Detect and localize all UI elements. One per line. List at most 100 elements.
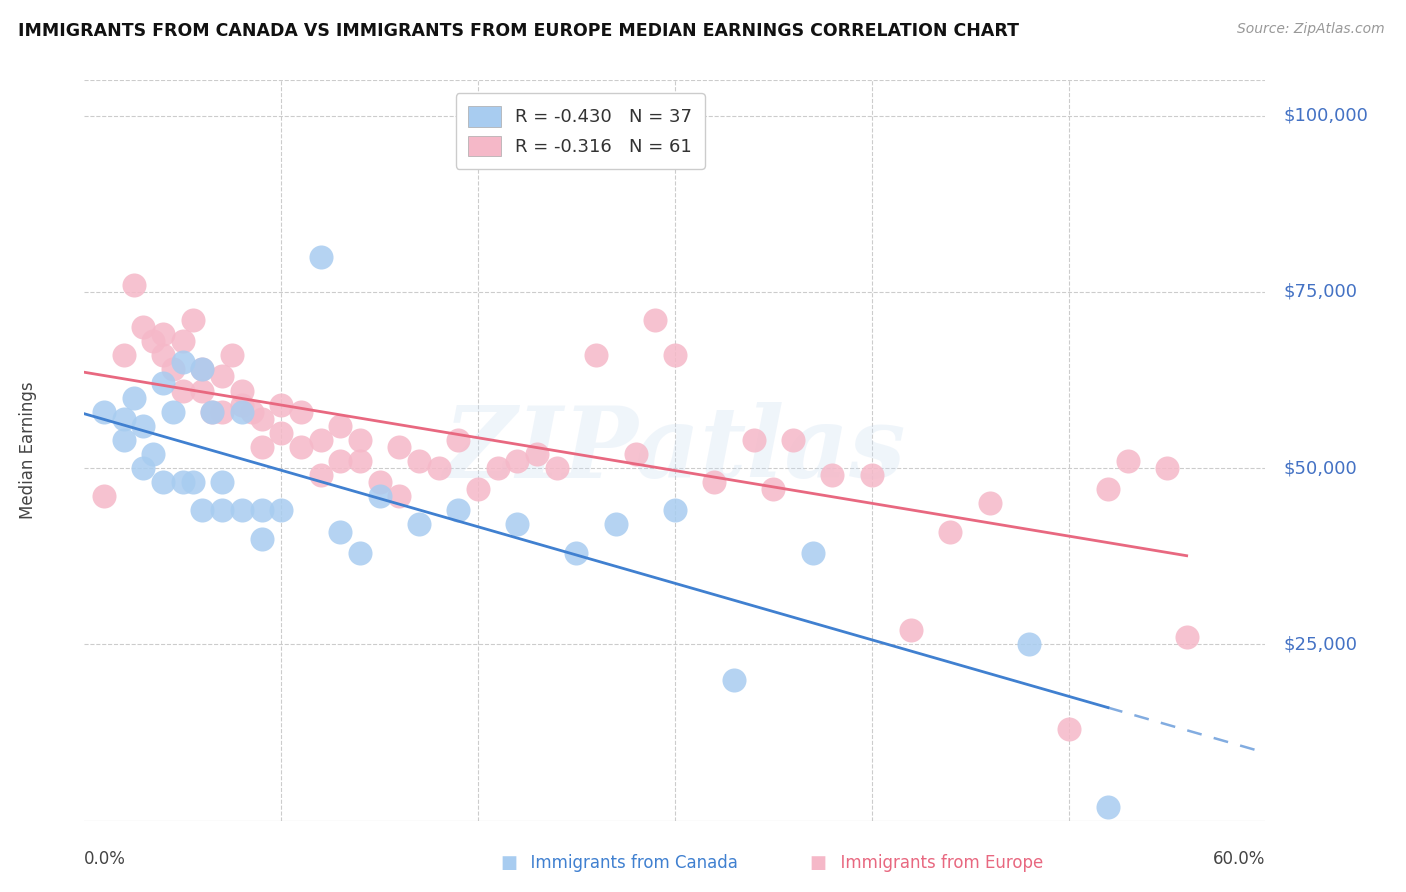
Point: [172, 334, 194, 348]
Point: [93, 489, 115, 503]
Point: [191, 503, 214, 517]
Text: 0.0%: 0.0%: [84, 850, 127, 868]
Point: [181, 475, 204, 490]
Text: $100,000: $100,000: [1284, 106, 1368, 125]
Point: [250, 440, 273, 454]
Point: [506, 454, 529, 468]
Text: 60.0%: 60.0%: [1213, 850, 1265, 868]
Point: [486, 461, 509, 475]
Point: [664, 503, 686, 517]
Point: [250, 532, 273, 546]
Point: [250, 503, 273, 517]
Point: [408, 517, 430, 532]
Point: [546, 461, 568, 475]
Point: [290, 440, 312, 454]
Point: [191, 362, 214, 376]
Point: [388, 489, 411, 503]
Text: Median Earnings: Median Earnings: [18, 382, 37, 519]
Point: [349, 433, 371, 447]
Point: [191, 362, 214, 376]
Point: [211, 405, 233, 419]
Point: [132, 320, 155, 334]
Point: [142, 447, 165, 461]
Text: $50,000: $50,000: [1284, 459, 1357, 477]
Point: [821, 468, 844, 483]
Point: [644, 313, 666, 327]
Point: [1018, 637, 1040, 651]
Point: [388, 440, 411, 454]
Point: [132, 461, 155, 475]
Point: [231, 398, 253, 412]
Point: [349, 454, 371, 468]
Point: [1175, 630, 1198, 644]
Text: Source: ZipAtlas.com: Source: ZipAtlas.com: [1237, 22, 1385, 37]
Point: [211, 475, 233, 490]
Point: [152, 376, 174, 391]
Point: [231, 405, 253, 419]
Point: [309, 433, 332, 447]
Point: [742, 433, 765, 447]
Point: [939, 524, 962, 539]
Point: [605, 517, 627, 532]
Point: [368, 475, 391, 490]
Point: [221, 348, 243, 362]
Point: [112, 411, 135, 425]
Point: [368, 489, 391, 503]
Point: [152, 475, 174, 490]
Point: [181, 313, 204, 327]
Point: [142, 334, 165, 348]
Point: [309, 250, 332, 264]
Point: [162, 405, 184, 419]
Point: [270, 398, 292, 412]
Point: [349, 546, 371, 560]
Point: [447, 503, 470, 517]
Point: [122, 277, 145, 292]
Point: [191, 384, 214, 398]
Point: [329, 524, 352, 539]
Point: [211, 503, 233, 517]
Point: [240, 405, 263, 419]
Point: [231, 503, 253, 517]
Point: [270, 503, 292, 517]
Point: [526, 447, 548, 461]
Point: [152, 348, 174, 362]
Point: [270, 425, 292, 440]
Text: ■: ■: [501, 855, 517, 872]
Text: IMMIGRANTS FROM CANADA VS IMMIGRANTS FROM EUROPE MEDIAN EARNINGS CORRELATION CHA: IMMIGRANTS FROM CANADA VS IMMIGRANTS FRO…: [18, 22, 1019, 40]
Point: [152, 327, 174, 342]
Point: [703, 475, 725, 490]
Point: [801, 546, 824, 560]
Point: [1057, 722, 1080, 736]
Point: [172, 384, 194, 398]
Point: [565, 546, 588, 560]
Point: [900, 624, 922, 638]
Point: [1116, 454, 1139, 468]
Point: [506, 517, 529, 532]
Point: [172, 355, 194, 369]
Point: [329, 454, 352, 468]
Point: [427, 461, 450, 475]
Point: [624, 447, 647, 461]
Point: [723, 673, 745, 687]
Point: [664, 348, 686, 362]
Point: [172, 475, 194, 490]
Point: [782, 433, 804, 447]
Point: [250, 411, 273, 425]
Point: [93, 405, 115, 419]
Point: [1156, 461, 1178, 475]
Text: $25,000: $25,000: [1284, 635, 1357, 653]
Point: [762, 482, 785, 496]
Point: [1097, 799, 1119, 814]
Point: [112, 348, 135, 362]
Point: [329, 418, 352, 433]
Point: [408, 454, 430, 468]
Point: [201, 405, 224, 419]
Text: Immigrants from Canada: Immigrants from Canada: [520, 855, 738, 872]
Text: ZIPatlas: ZIPatlas: [444, 402, 905, 499]
Point: [112, 433, 135, 447]
Point: [979, 496, 1001, 510]
Point: [162, 362, 184, 376]
Point: [290, 405, 312, 419]
Text: $75,000: $75,000: [1284, 283, 1357, 301]
Point: [585, 348, 607, 362]
